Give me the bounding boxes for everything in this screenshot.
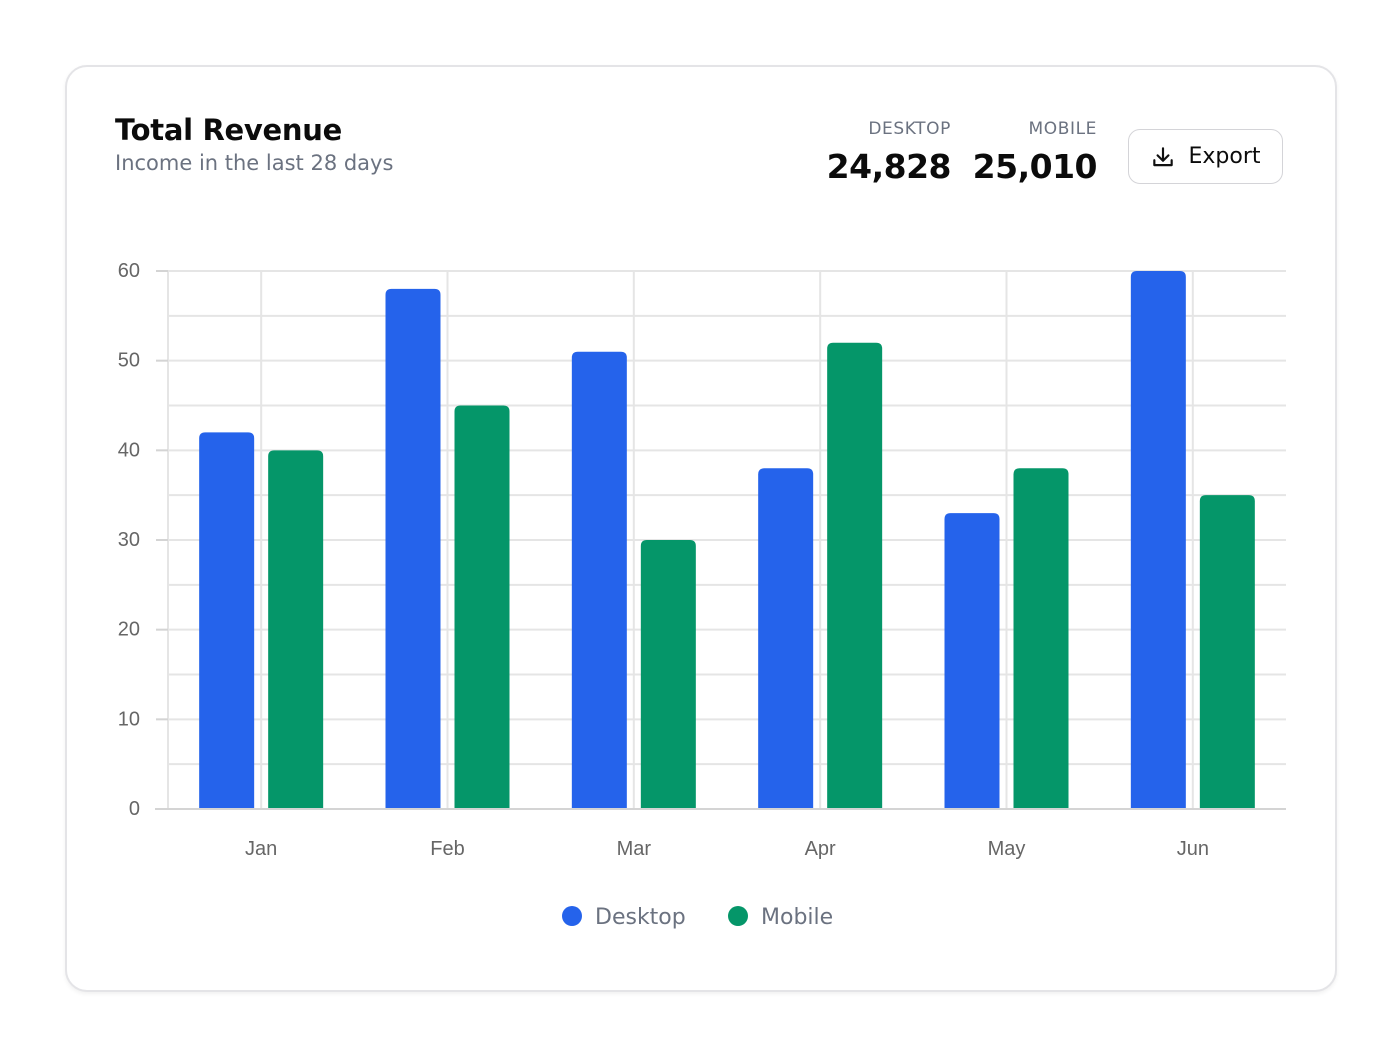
- desktop-stat-value: 24,828: [826, 147, 952, 186]
- y-tick-label: 0: [129, 798, 140, 820]
- desktop-stat: DESKTOP 24,828: [826, 119, 952, 186]
- export-button-label: Export: [1188, 144, 1261, 169]
- y-tick-label: 10: [118, 708, 140, 730]
- mobile-stat-label: MOBILE: [1028, 119, 1097, 139]
- y-tick-label: 60: [118, 260, 140, 282]
- x-tick-label: Jun: [1177, 838, 1209, 860]
- desktop-stat-label: DESKTOP: [868, 119, 951, 139]
- bar-mobile-feb: [454, 405, 510, 809]
- legend-mobile-swatch: [728, 906, 748, 926]
- bar-mobile-mar: [640, 540, 696, 809]
- bar-mobile-may: [1013, 468, 1069, 809]
- x-tick-label: Apr: [805, 838, 836, 860]
- y-tick-label: 20: [118, 619, 140, 641]
- y-tick-label: 30: [118, 529, 140, 551]
- x-tick-label: Mar: [617, 838, 652, 860]
- card-subtitle: Income in the last 28 days: [115, 151, 394, 175]
- legend-desktop-label: Desktop: [595, 905, 686, 930]
- card-title: Total Revenue: [115, 113, 342, 147]
- mobile-stat-value: 25,010: [972, 147, 1098, 186]
- x-tick-label: Jan: [245, 838, 277, 860]
- bar-mobile-jun: [1199, 495, 1255, 809]
- bar-desktop-apr: [758, 468, 814, 809]
- y-tick-label: 40: [118, 439, 140, 461]
- bar-desktop-jun: [1130, 271, 1186, 809]
- legend-mobile-label: Mobile: [761, 905, 833, 930]
- bar-desktop-feb: [385, 288, 441, 809]
- bar-desktop-mar: [571, 351, 627, 809]
- x-tick-label: May: [988, 838, 1026, 860]
- x-tick-label: Feb: [430, 838, 464, 860]
- y-tick-label: 50: [118, 350, 140, 372]
- export-button[interactable]: Export: [1128, 129, 1283, 184]
- bar-mobile-apr: [827, 342, 883, 809]
- bar-mobile-jan: [268, 450, 324, 809]
- bar-desktop-may: [944, 513, 1000, 809]
- bar-desktop-jan: [199, 432, 255, 809]
- mobile-stat: MOBILE 25,010: [972, 119, 1098, 186]
- download-icon: [1150, 144, 1176, 170]
- legend-desktop-swatch: [562, 906, 582, 926]
